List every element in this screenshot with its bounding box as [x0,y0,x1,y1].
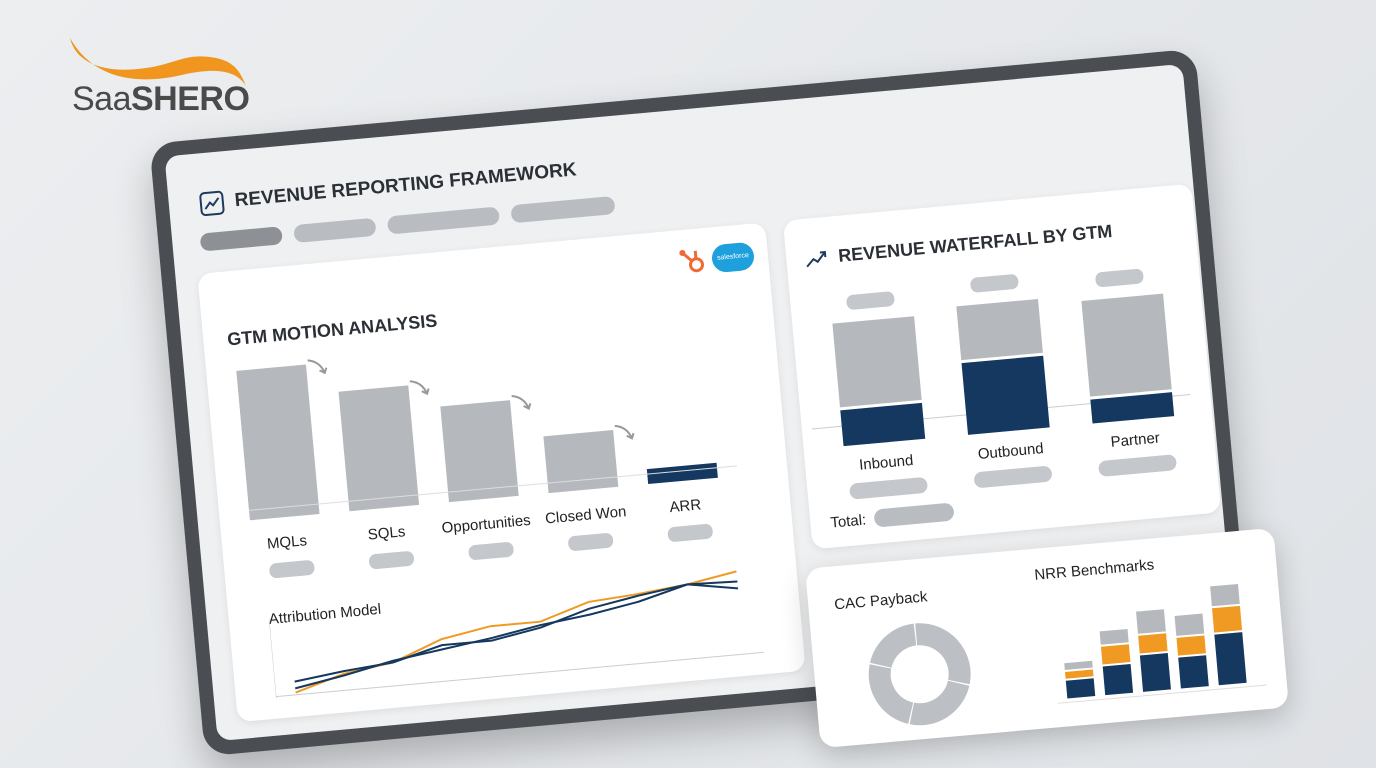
arrow-icon [409,380,430,396]
nrr-bar-segment [1099,628,1129,645]
nrr-chart [1057,583,1267,704]
funnel-bar [440,400,519,503]
hubspot-icon [679,249,705,273]
waterfall-chart: Inbound Outbound Partner [811,268,1191,500]
donut-segment [868,664,914,724]
waterfall-bar-navy [961,355,1050,435]
baseline [248,465,737,511]
tab-3[interactable] [386,206,501,235]
funnel-label: Closed Won [544,503,627,527]
value-placeholder [269,560,315,579]
dashboard-screen: REVENUE REPORTING FRAMEWORK GTM MOTION A… [164,63,1236,742]
attribution-line [294,583,739,683]
donut-segment [909,680,970,726]
page-title: REVENUE REPORTING FRAMEWORK [198,157,578,217]
attribution-chart [268,570,764,699]
funnel-label: Opportunities [441,512,531,537]
total-label: Total: [829,510,867,532]
nrr-bar-segment [1136,609,1166,634]
saashero-logo: SaaSHERO [66,34,256,124]
funnel-bar [543,429,619,494]
arrow-icon [614,424,635,440]
nrr-bar-segment [1214,632,1247,686]
trend-up-icon [806,250,827,267]
nrr-bar-segment [1138,633,1168,654]
value-placeholder [846,291,895,310]
tab-1[interactable] [199,226,283,252]
value-placeholder [568,533,614,551]
value-placeholder [849,477,928,500]
waterfall-bar-grey [956,298,1043,361]
cac-title: CAC Payback [833,588,929,614]
nrr-bar-segment [1178,655,1209,689]
nrr-bar-segment [1065,678,1096,699]
gtm-motion-card: GTM MOTION ANALYSIS salesforce MQLs SQLs O… [197,222,806,723]
swoosh-icon [70,38,246,86]
tablet-device: REVENUE REPORTING FRAMEWORK GTM MOTION A… [149,48,1251,757]
value-placeholder [970,274,1019,293]
funnel-label: SQLs [367,523,406,543]
waterfall-bar-navy [840,402,926,447]
cac-donut-chart [868,623,971,726]
arrow-icon [307,359,328,375]
waterfall-bar-grey [1081,293,1172,397]
waterfall-label: Inbound [858,452,914,474]
nrr-bar-segment [1102,664,1134,696]
donut-segment [869,623,917,669]
baseline [1057,684,1267,704]
chart-icon [199,190,225,217]
nrr-bar-segment [1139,653,1171,692]
funnel-label: ARR [669,496,702,516]
nrr-bar-segment [1100,644,1131,665]
funnel-chart: MQLs SQLs Opportunities Closed Won ARR [236,359,737,579]
nrr-bar-segment [1064,660,1093,670]
funnel-label: MQLs [266,532,307,553]
donut-segment [915,623,971,685]
logo-text: SaaSHERO [72,80,250,118]
benchmarks-card: CAC Payback NRR Benchmarks [805,527,1289,749]
funnel-bar [338,385,420,512]
y-axis [268,618,277,699]
attribution-line [294,580,738,690]
nrr-bar-segment [1212,605,1243,633]
nrr-bar-segment [1210,583,1240,607]
x-axis [275,651,764,698]
waterfall-card: REVENUE WATERFALL BY GTM Inbound Outbound… [782,183,1222,550]
value-placeholder [369,551,414,570]
waterfall-bar-grey [832,316,922,408]
value-placeholder [667,524,713,542]
waterfall-label: Outbound [977,440,1044,463]
value-placeholder [974,466,1052,488]
tab-4[interactable] [510,195,616,224]
salesforce-icon: salesforce [710,241,756,274]
total-value-placeholder [873,502,955,528]
waterfall-label: Partner [1110,430,1161,451]
value-placeholder [468,542,514,560]
nrr-bar-segment [1176,635,1206,656]
nrr-bar-segment [1065,669,1094,679]
funnel-bar [236,364,320,521]
tab-2[interactable] [293,217,377,244]
waterfall-bar-navy [1090,392,1175,424]
nrr-title: NRR Benchmarks [1033,556,1155,584]
value-placeholder [1098,454,1177,477]
arrow-icon [511,395,532,410]
nrr-bar-segment [1174,613,1205,636]
value-placeholder [1095,268,1144,288]
funnel-bar [646,462,718,485]
